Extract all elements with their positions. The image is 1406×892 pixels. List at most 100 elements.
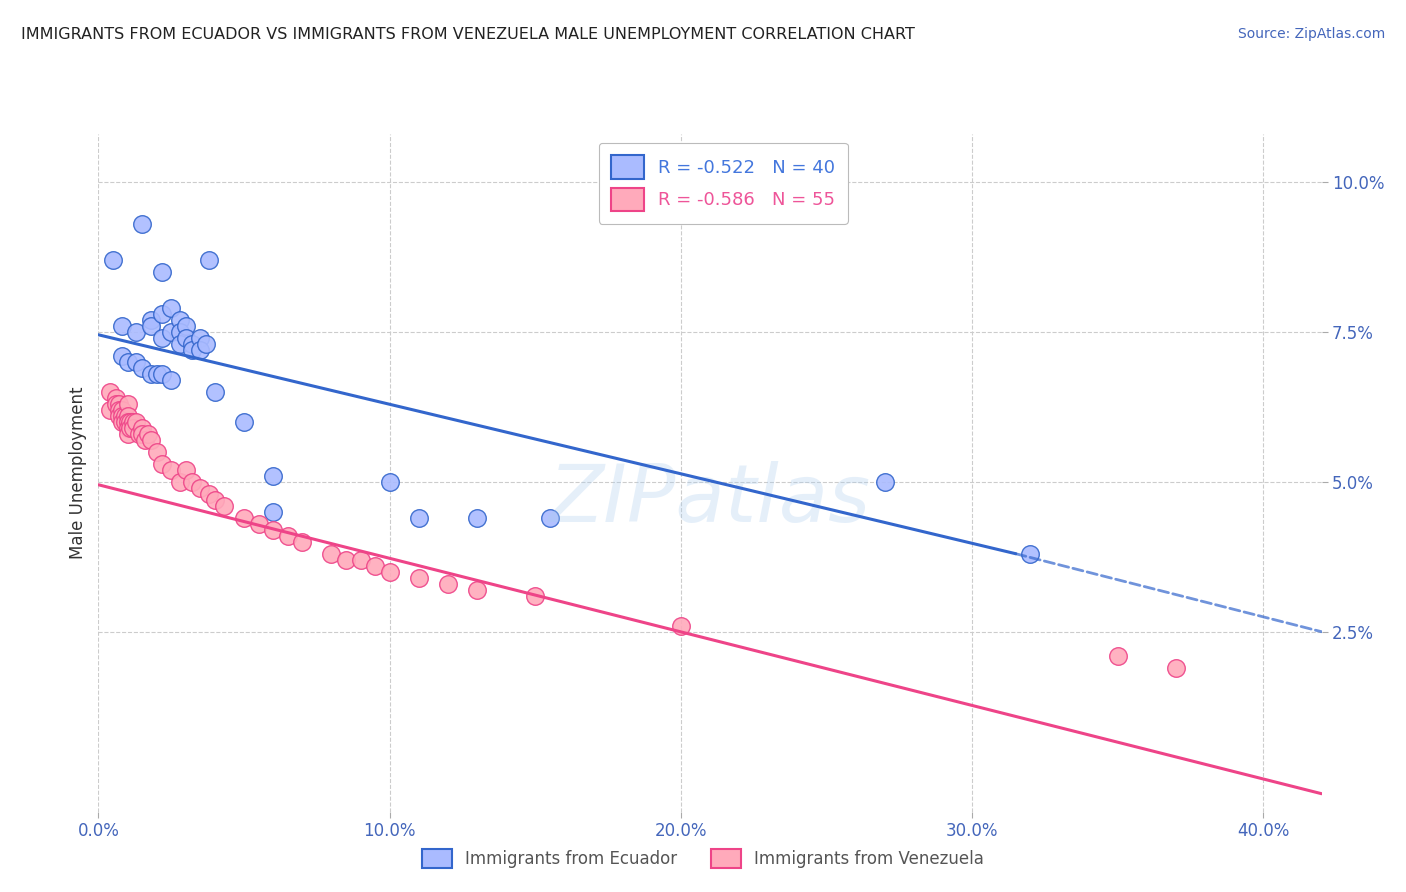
Point: [160, 463, 183, 477]
Point: [198, 487, 221, 501]
Point: [134, 433, 156, 447]
Point: [117, 426, 139, 441]
Point: [247, 516, 270, 531]
Point: [321, 547, 343, 561]
Point: [111, 409, 134, 423]
Point: [335, 553, 357, 567]
Point: [174, 318, 197, 333]
Point: [349, 553, 371, 567]
Point: [262, 523, 284, 537]
Point: [169, 336, 191, 351]
Point: [1019, 547, 1042, 561]
Point: [364, 558, 387, 573]
Point: [408, 510, 430, 524]
Point: [111, 349, 134, 363]
Point: [125, 415, 148, 429]
Point: [117, 355, 139, 369]
Text: IMMIGRANTS FROM ECUADOR VS IMMIGRANTS FROM VENEZUELA MALE UNEMPLOYMENT CORRELATI: IMMIGRANTS FROM ECUADOR VS IMMIGRANTS FR…: [21, 27, 915, 42]
Point: [125, 325, 148, 339]
Point: [262, 505, 284, 519]
Point: [131, 426, 153, 441]
Point: [198, 252, 221, 267]
Legend: Immigrants from Ecuador, Immigrants from Venezuela: Immigrants from Ecuador, Immigrants from…: [415, 842, 991, 875]
Point: [125, 355, 148, 369]
Point: [188, 343, 212, 357]
Point: [195, 336, 218, 351]
Point: [98, 402, 121, 417]
Point: [139, 433, 162, 447]
Point: [465, 582, 488, 597]
Point: [145, 367, 167, 381]
Point: [111, 402, 134, 417]
Point: [180, 475, 202, 489]
Point: [152, 367, 174, 381]
Point: [669, 619, 692, 633]
Point: [169, 475, 191, 489]
Point: [111, 415, 134, 429]
Point: [437, 576, 460, 591]
Point: [378, 475, 401, 489]
Point: [538, 510, 561, 524]
Point: [169, 312, 191, 326]
Point: [117, 397, 139, 411]
Point: [160, 373, 183, 387]
Point: [131, 217, 153, 231]
Point: [378, 565, 401, 579]
Point: [233, 510, 256, 524]
Point: [152, 331, 174, 345]
Point: [117, 415, 139, 429]
Text: ZIPatlas: ZIPatlas: [548, 461, 872, 539]
Point: [204, 492, 226, 507]
Point: [180, 343, 202, 357]
Point: [524, 589, 547, 603]
Point: [139, 367, 162, 381]
Point: [291, 534, 314, 549]
Point: [180, 336, 202, 351]
Point: [160, 325, 183, 339]
Point: [117, 421, 139, 435]
Point: [104, 397, 127, 411]
Point: [152, 265, 174, 279]
Y-axis label: Male Unemployment: Male Unemployment: [69, 386, 87, 559]
Point: [188, 481, 212, 495]
Point: [233, 415, 256, 429]
Point: [160, 301, 183, 315]
Point: [117, 409, 139, 423]
Point: [120, 415, 142, 429]
Point: [111, 318, 134, 333]
Point: [152, 457, 174, 471]
Point: [104, 391, 127, 405]
Point: [108, 402, 131, 417]
Point: [1164, 661, 1187, 675]
Point: [122, 421, 145, 435]
Text: Source: ZipAtlas.com: Source: ZipAtlas.com: [1237, 27, 1385, 41]
Point: [114, 415, 136, 429]
Point: [122, 415, 145, 429]
Point: [262, 468, 284, 483]
Point: [108, 397, 131, 411]
Point: [408, 571, 430, 585]
Legend: R = -0.522   N = 40, R = -0.586   N = 55: R = -0.522 N = 40, R = -0.586 N = 55: [599, 143, 848, 224]
Point: [108, 409, 131, 423]
Point: [169, 325, 191, 339]
Point: [136, 426, 159, 441]
Point: [145, 444, 167, 458]
Point: [101, 252, 124, 267]
Point: [1107, 648, 1129, 663]
Point: [204, 384, 226, 399]
Point: [131, 421, 153, 435]
Point: [114, 409, 136, 423]
Point: [152, 307, 174, 321]
Point: [139, 318, 162, 333]
Point: [98, 384, 121, 399]
Point: [212, 499, 235, 513]
Point: [188, 331, 212, 345]
Point: [277, 529, 299, 543]
Point: [139, 312, 162, 326]
Point: [873, 475, 896, 489]
Point: [120, 421, 142, 435]
Point: [174, 463, 197, 477]
Point: [465, 510, 488, 524]
Point: [174, 331, 197, 345]
Point: [128, 426, 150, 441]
